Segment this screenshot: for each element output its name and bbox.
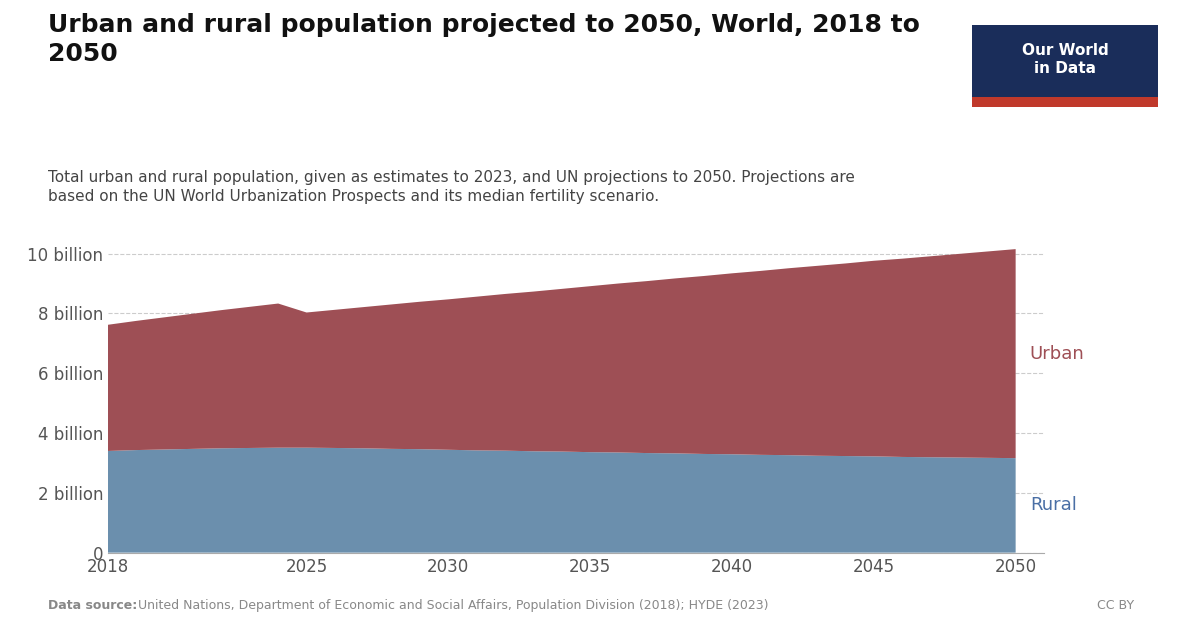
Text: Data source:: Data source:: [48, 599, 137, 612]
Text: Total urban and rural population, given as estimates to 2023, and UN projections: Total urban and rural population, given …: [48, 170, 854, 204]
Text: Our World
in Data: Our World in Data: [1021, 43, 1109, 75]
Text: United Nations, Department of Economic and Social Affairs, Population Division (: United Nations, Department of Economic a…: [134, 599, 769, 612]
Text: Rural: Rural: [1030, 496, 1076, 514]
Text: Urban: Urban: [1030, 345, 1085, 362]
Text: CC BY: CC BY: [1097, 599, 1134, 612]
Text: Urban and rural population projected to 2050, World, 2018 to
2050: Urban and rural population projected to …: [48, 13, 920, 67]
